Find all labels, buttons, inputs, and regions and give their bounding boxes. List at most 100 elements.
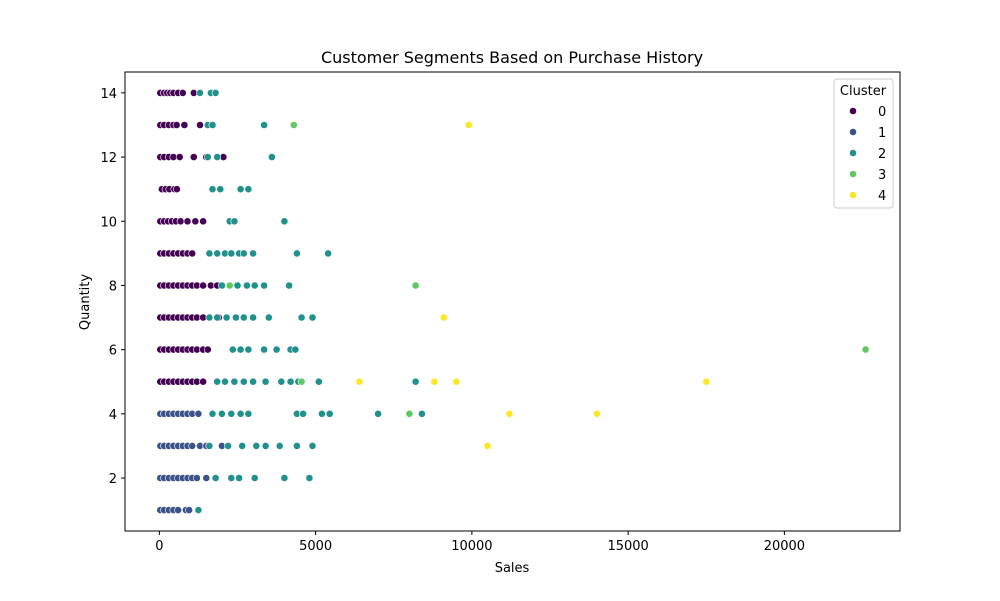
data-point xyxy=(292,441,301,450)
data-point xyxy=(244,409,253,418)
data-point xyxy=(211,89,220,97)
data-point xyxy=(297,377,306,386)
data-point xyxy=(175,153,184,161)
data-point xyxy=(227,409,236,418)
data-point xyxy=(222,313,231,322)
data-point xyxy=(211,474,220,482)
data-point xyxy=(203,345,212,354)
data-point xyxy=(250,281,259,290)
data-point xyxy=(291,345,300,354)
data-point xyxy=(202,474,211,482)
y-tick-label: 10 xyxy=(100,215,117,230)
points-layer xyxy=(156,89,870,514)
plot-frame xyxy=(124,71,901,532)
data-point xyxy=(405,409,414,418)
data-point xyxy=(199,377,207,386)
legend-items: 0 1 2 3 4 xyxy=(849,105,886,204)
data-point xyxy=(275,441,284,450)
data-point xyxy=(308,441,317,450)
data-point xyxy=(417,409,426,418)
data-point xyxy=(230,377,239,386)
legend-label: 0 xyxy=(878,105,886,120)
legend-label: 2 xyxy=(878,147,886,162)
data-point xyxy=(411,281,420,290)
data-point xyxy=(208,185,217,194)
data-point xyxy=(196,89,204,97)
data-point xyxy=(430,377,439,386)
data-point xyxy=(188,441,197,450)
data-point xyxy=(702,377,711,386)
data-point xyxy=(317,409,326,418)
x-tick-label: 15000 xyxy=(607,539,648,554)
series-cluster-3 xyxy=(225,121,870,418)
data-point xyxy=(861,345,870,354)
data-point xyxy=(260,281,268,290)
data-point xyxy=(189,153,198,161)
data-point xyxy=(230,217,239,226)
x-tick-label: 20000 xyxy=(764,539,805,554)
data-point xyxy=(374,409,382,418)
data-point xyxy=(411,377,420,386)
data-point xyxy=(324,249,332,258)
data-point xyxy=(174,506,182,514)
data-point xyxy=(185,506,193,514)
data-point xyxy=(213,377,222,386)
data-point xyxy=(231,313,240,322)
data-point xyxy=(225,281,234,290)
data-point xyxy=(180,121,189,129)
data-point xyxy=(260,121,268,129)
y-tick-label: 6 xyxy=(109,344,117,359)
data-point xyxy=(236,409,245,418)
x-tick-label: 5000 xyxy=(299,539,332,554)
data-point xyxy=(233,281,242,290)
data-point xyxy=(217,409,226,418)
data-point xyxy=(236,185,245,194)
y-axis-title: Quantity xyxy=(78,274,93,330)
data-point xyxy=(280,474,289,482)
data-point xyxy=(260,345,268,354)
legend-label: 3 xyxy=(878,168,886,183)
data-point xyxy=(250,474,259,482)
legend-marker xyxy=(849,149,857,157)
data-point xyxy=(221,377,229,386)
data-point xyxy=(289,121,298,129)
y-tick-label: 12 xyxy=(100,151,117,166)
y-tick-label: 4 xyxy=(109,408,117,423)
data-point xyxy=(208,409,217,418)
data-point xyxy=(196,121,204,129)
y-axis: 2 4 6 8 10 12 14 xyxy=(100,87,125,487)
data-point xyxy=(203,153,212,161)
data-point xyxy=(239,249,248,258)
data-point xyxy=(194,409,203,418)
legend-marker xyxy=(849,128,857,136)
data-point xyxy=(213,313,222,322)
series-cluster-4 xyxy=(355,121,711,450)
data-point xyxy=(452,377,461,386)
data-point xyxy=(505,409,514,418)
series-cluster-0 xyxy=(156,89,228,386)
data-point xyxy=(238,441,247,450)
data-point xyxy=(239,377,248,386)
legend-marker xyxy=(849,191,857,199)
data-point xyxy=(249,377,257,386)
data-point xyxy=(227,249,236,258)
data-point xyxy=(205,249,214,258)
data-point xyxy=(249,249,257,258)
data-point xyxy=(227,474,236,482)
data-point xyxy=(199,281,207,290)
x-axis-title: Sales xyxy=(495,561,530,576)
data-point xyxy=(216,185,225,194)
data-point xyxy=(593,409,601,418)
data-point xyxy=(252,441,261,450)
data-point xyxy=(244,345,253,354)
data-point xyxy=(249,313,257,322)
series-cluster-2 xyxy=(194,89,426,514)
y-tick-label: 14 xyxy=(100,87,117,102)
data-point xyxy=(285,281,293,290)
chart-title: Customer Segments Based on Purchase Hist… xyxy=(321,48,703,67)
legend-box xyxy=(833,78,894,209)
data-point xyxy=(299,409,307,418)
data-point xyxy=(277,377,286,386)
